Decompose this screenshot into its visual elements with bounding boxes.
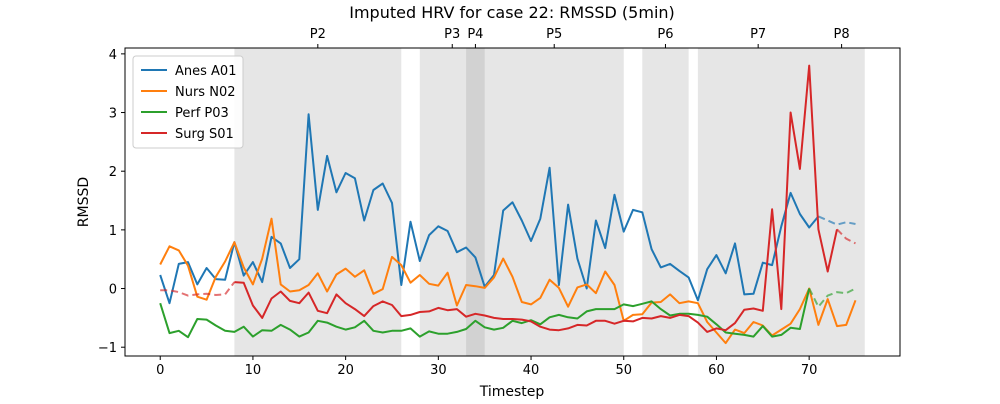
x-tick-label: 50 bbox=[615, 363, 632, 378]
series-line-surg-s01 bbox=[234, 64, 838, 333]
legend-box bbox=[132, 55, 244, 149]
series-lines bbox=[159, 64, 857, 345]
phase-label-p6: P6 bbox=[657, 27, 673, 42]
phase-label-p7: P7 bbox=[750, 27, 766, 42]
phase-band-p4 bbox=[466, 48, 485, 356]
x-tick-label: 30 bbox=[430, 363, 447, 378]
y-axis: −1 0 1 2 3 4 bbox=[98, 48, 125, 356]
phase-band-p3 bbox=[419, 48, 485, 356]
legend: Anes A01 Nurs N02 Perf P03 Surg S01 bbox=[132, 55, 244, 149]
phase-labels: P2 P3 P4 P5 P6 P7 P8 bbox=[310, 27, 850, 48]
series-line-anes-a01 bbox=[159, 113, 820, 305]
legend-label: Perf P03 bbox=[175, 106, 229, 121]
phase-band-p8 bbox=[818, 48, 865, 356]
series-line-nurs-n02 bbox=[159, 217, 857, 345]
chart-title: Imputed HRV for case 22: RMSSD (5min) bbox=[349, 3, 675, 22]
y-tick-label: 3 bbox=[109, 107, 117, 122]
phase-label-p3: P3 bbox=[444, 27, 460, 42]
x-axis: 0 10 20 30 40 50 60 70 bbox=[156, 356, 817, 378]
plot-frame bbox=[124, 47, 901, 357]
phase-label-p4: P4 bbox=[467, 27, 483, 42]
phase-label-p8: P8 bbox=[834, 27, 850, 42]
x-tick-label: 10 bbox=[245, 363, 262, 378]
phase-band-p6 bbox=[642, 48, 689, 356]
imputed-line-surg-s01-end bbox=[836, 228, 856, 245]
y-tick-label: 0 bbox=[109, 283, 117, 298]
legend-label: Surg S01 bbox=[175, 127, 234, 142]
phase-band-p7 bbox=[697, 48, 819, 356]
imputed-line-perf-p03 bbox=[808, 287, 856, 309]
phase-label-p2: P2 bbox=[310, 27, 326, 42]
y-tick-label: −1 bbox=[98, 341, 117, 356]
imputed-line-surg-s01 bbox=[160, 281, 236, 297]
phase-label-p5: P5 bbox=[546, 27, 562, 42]
x-axis-label: Timestep bbox=[479, 384, 545, 400]
x-tick-label: 70 bbox=[801, 363, 818, 378]
legend-label: Nurs N02 bbox=[175, 85, 235, 100]
x-tick-label: 40 bbox=[523, 363, 540, 378]
y-tick-label: 2 bbox=[109, 165, 117, 180]
legend-label: Anes A01 bbox=[175, 64, 236, 79]
y-tick-label: 4 bbox=[109, 48, 117, 63]
y-axis-label: RMSSD bbox=[76, 177, 92, 227]
x-tick-label: 0 bbox=[156, 363, 164, 378]
imputed-line-anes-a01 bbox=[817, 215, 856, 226]
x-tick-label: 20 bbox=[337, 363, 354, 378]
y-tick-label: 1 bbox=[109, 224, 117, 239]
series-line-perf-p03 bbox=[159, 288, 811, 339]
x-tick-label: 60 bbox=[708, 363, 725, 378]
phase-band-p5 bbox=[484, 48, 624, 356]
